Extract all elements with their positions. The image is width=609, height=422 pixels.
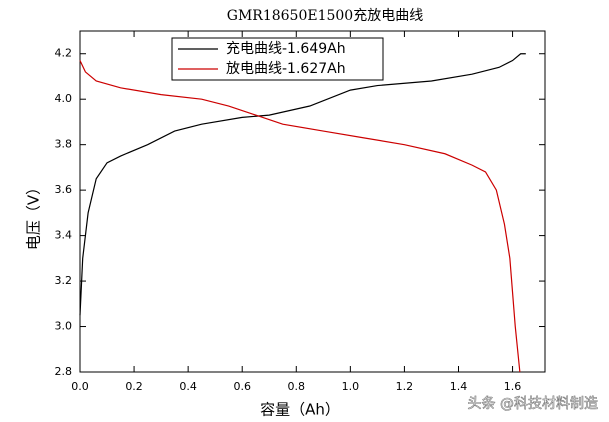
x-axis-label: 容量（Ah）	[260, 401, 340, 419]
chart-title: GMR18650E1500充放电曲线	[227, 8, 423, 24]
y-tick-label: 3.4	[55, 229, 73, 242]
x-tick-label: 0.2	[125, 380, 143, 393]
watermark: 头条 @科技材料制造	[468, 395, 598, 412]
legend-box	[171, 37, 384, 81]
x-tick-label: 1.4	[450, 380, 468, 393]
legend-label: 充电曲线-1.649Ah	[226, 41, 346, 57]
x-tick-label: 1.2	[396, 380, 414, 393]
legend-label: 放电曲线-1.627Ah	[226, 61, 346, 77]
series-line	[79, 60, 521, 373]
y-axis-label: 电压（V）	[25, 180, 43, 250]
x-tick-label: 0.6	[233, 380, 251, 393]
x-tick-label: 0.4	[179, 380, 197, 393]
plot-frame	[79, 30, 546, 373]
y-tick-label: 4.2	[55, 47, 73, 60]
series-line	[79, 53, 526, 316]
y-tick-label: 4.0	[55, 92, 73, 105]
y-tick-label: 2.8	[55, 365, 73, 378]
x-tick-label: 0.8	[288, 380, 306, 393]
x-tick-label: 1.0	[342, 380, 360, 393]
y-tick-label: 3.2	[55, 274, 73, 287]
y-tick-label: 3.0	[55, 320, 73, 333]
x-tick-label: 1.6	[504, 380, 522, 393]
y-tick-label: 3.8	[55, 138, 73, 151]
x-tick-label: 0.0	[71, 380, 89, 393]
y-tick-label: 3.6	[55, 183, 73, 196]
